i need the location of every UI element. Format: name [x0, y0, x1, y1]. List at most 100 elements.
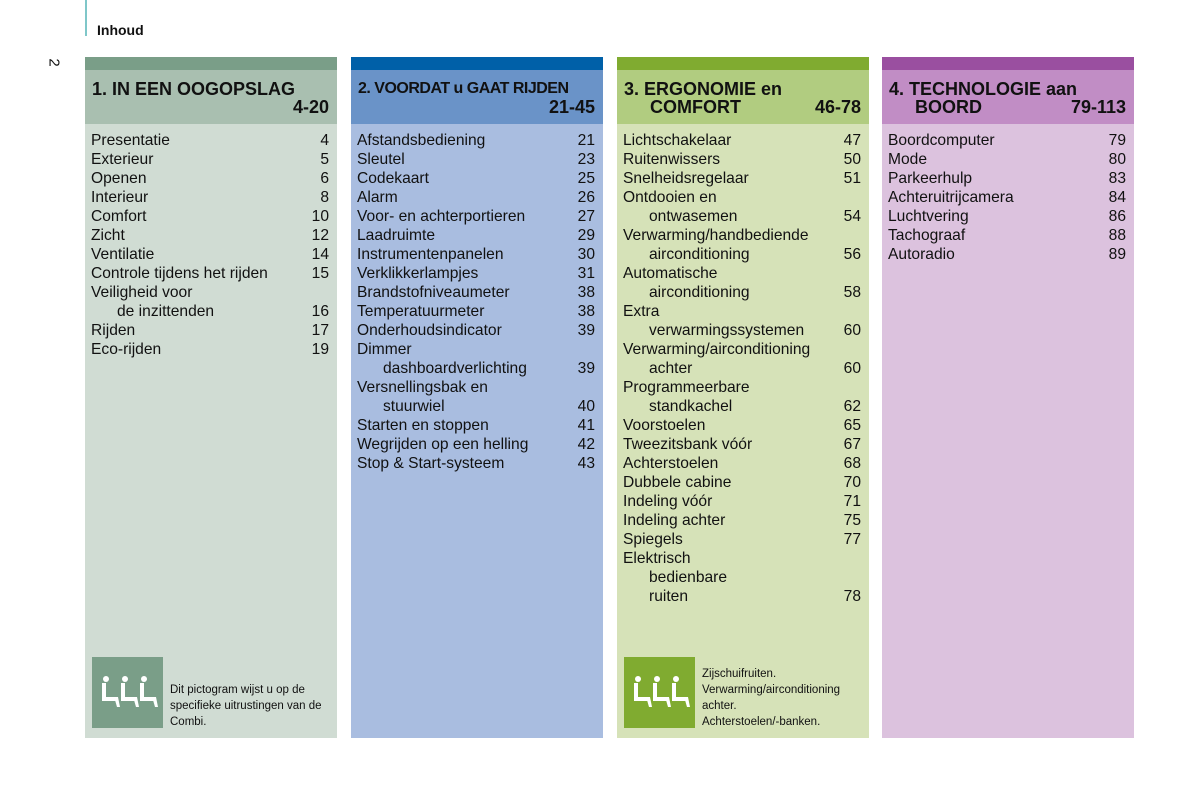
toc-entry[interactable]: Eco-rijden 19 [91, 340, 329, 359]
toc-entry[interactable]: Verwarming/airconditioning achter 60 [623, 340, 861, 378]
toc-entry[interactable]: Ventilatie 14 [91, 245, 329, 264]
toc-entry-label: Parkeerhulp [888, 170, 973, 187]
toc-entry[interactable]: Versnellingsbak en stuurwiel 40 [357, 378, 595, 416]
toc-entry[interactable]: Extra verwarmingssystemen 60 [623, 302, 861, 340]
toc-entry[interactable]: Brandstofniveaumeter 38 [357, 283, 595, 302]
toc-entry[interactable]: Controle tijdens het rijden 15 [91, 264, 329, 283]
toc-entry[interactable]: Dimmer dashboardverlichting 39 [357, 340, 595, 378]
toc-entry-page: 26 [577, 189, 595, 206]
toc-entry-page: 25 [577, 170, 595, 187]
chapter-pages: 46-78 [814, 97, 861, 117]
toc-entry[interactable]: Tweezitsbank vóór 67 [623, 435, 861, 454]
toc-list: Lichtschakelaar 47 Ruitenwissers 50 Snelheid… [617, 124, 869, 606]
toc-entry-label: Exterieur [91, 151, 154, 168]
pictogram-note: Dit pictogram wijst u op de specifieke u… [92, 657, 325, 728]
toc-entry[interactable]: Laadruimte 29 [357, 226, 595, 245]
toc-entry[interactable]: Ruitenwissers 50 [623, 150, 861, 169]
chapter-header[interactable]: 3. ERGONOMIE en COMFORT 46-78 [617, 70, 869, 124]
toc-entry-label: Instrumentenpanelen [357, 246, 504, 263]
toc-entry-label: ruiten [649, 588, 689, 605]
toc-entry[interactable]: Starten en stoppen 41 [357, 416, 595, 435]
toc-entry[interactable]: Codekaart 25 [357, 169, 595, 188]
seats-pictogram-icon [92, 657, 163, 728]
toc-entry[interactable]: Luchtvering 86 [888, 207, 1126, 226]
toc-entry[interactable]: Instrumentenpanelen 30 [357, 245, 595, 264]
toc-entry-label: Ontdooien en [623, 189, 717, 206]
toc-entry-label: Extra [623, 303, 660, 320]
toc-entry[interactable]: Tachograaf 88 [888, 226, 1126, 245]
toc-entry[interactable]: Mode 80 [888, 150, 1126, 169]
toc-entry[interactable]: Automatische airconditioning 58 [623, 264, 861, 302]
chapter-title: 4. TECHNOLOGIE aan [889, 79, 1078, 99]
toc-entry-label: Elektrisch [623, 550, 691, 567]
toc-entry[interactable]: Temperatuurmeter 38 [357, 302, 595, 321]
toc-entry[interactable]: Openen 6 [91, 169, 329, 188]
toc-entry[interactable]: Afstandsbediening 21 [357, 131, 595, 150]
chapter-pages: 79-113 [1070, 97, 1126, 117]
toc-entry-label: de inzittenden [117, 303, 215, 320]
toc-entry-label: Wegrijden op een helling [357, 436, 529, 453]
toc-entry-page: 67 [843, 436, 861, 453]
toc-entry[interactable]: Sleutel 23 [357, 150, 595, 169]
toc-entry-label: Verwarming/handbediende [623, 227, 809, 244]
toc-entry-page: 21 [577, 132, 595, 149]
toc-entry[interactable]: Lichtschakelaar 47 [623, 131, 861, 150]
toc-list: Boordcomputer 79 Mode 80 Parkeerhulp 83 Achter… [882, 124, 1134, 264]
page-title: Inhoud [97, 22, 144, 38]
toc-entry[interactable]: Exterieur 5 [91, 150, 329, 169]
toc-entry[interactable]: Alarm 26 [357, 188, 595, 207]
toc-entry-label: Comfort [91, 208, 147, 225]
toc-entry[interactable]: Achterstoelen 68 [623, 454, 861, 473]
toc-entry[interactable]: Spiegels 77 [623, 530, 861, 549]
toc-entry[interactable]: Onderhoudsindicator 39 [357, 321, 595, 340]
toc-entry[interactable]: Zicht 12 [91, 226, 329, 245]
toc-entry[interactable]: Ontdooien en ontwasemen 54 [623, 188, 861, 226]
toc-entry[interactable]: Voor- en achterportieren 27 [357, 207, 595, 226]
chapter-header[interactable]: 4. TECHNOLOGIE aan BOORD 79-113 [882, 70, 1134, 124]
toc-entry-label: Alarm [357, 189, 398, 206]
toc-entry[interactable]: Indeling achter 75 [623, 511, 861, 530]
chapter-color-bar [882, 57, 1134, 70]
toc-entry-label: Stop & Start-systeem [357, 455, 505, 472]
toc-entry[interactable]: Autoradio 89 [888, 245, 1126, 264]
toc-entry[interactable]: Presentatie 4 [91, 131, 329, 150]
toc-entry-label: Interieur [91, 189, 149, 206]
note-text-line: Verwarming/airconditioning [702, 684, 841, 696]
chapter-header[interactable]: 1. IN EEN OOGOPSLAG 4-20 [85, 70, 337, 124]
toc-entry[interactable]: Dubbele cabine 70 [623, 473, 861, 492]
toc-entry-label: achter [649, 360, 693, 377]
chapter-column-2: 2. VOORDAT u GAAT RIJDEN 21-45 Afstandsbed… [351, 57, 603, 738]
chapter-column-1: 1. IN EEN OOGOPSLAG 4-20 Presentatie 4 Exter… [85, 57, 337, 738]
toc-entry-label: Mode [888, 151, 928, 168]
toc-entry[interactable]: Boordcomputer 79 [888, 131, 1126, 150]
toc-entry-page: 41 [577, 417, 595, 434]
toc-entry[interactable]: Wegrijden op een helling 42 [357, 435, 595, 454]
toc-entry[interactable]: Indeling vóór 71 [623, 492, 861, 511]
toc-entry-page: 42 [577, 436, 595, 453]
chapter-title: 2. VOORDAT u GAAT RIJDEN [358, 80, 569, 97]
toc-entry-label: Autoradio [888, 246, 955, 263]
toc-entry-page: 78 [843, 588, 861, 605]
chapter-header[interactable]: 2. VOORDAT u GAAT RIJDEN 21-45 [351, 70, 603, 124]
toc-entry-label: Sleutel [357, 151, 405, 168]
toc-entry[interactable]: Comfort 10 [91, 207, 329, 226]
toc-entry[interactable]: Verwarming/handbediende airconditioning 56 [623, 226, 861, 264]
toc-entry-page: 50 [843, 151, 861, 168]
toc-entry-label: Indeling vóór [623, 493, 713, 510]
toc-entry[interactable]: Veiligheid voor de inzittenden 16 [91, 283, 329, 321]
toc-entry[interactable]: Achteruitrijcamera 84 [888, 188, 1126, 207]
chapter-pages: 21-45 [548, 97, 595, 117]
toc-entry[interactable]: Interieur 8 [91, 188, 329, 207]
toc-entry[interactable]: Rijden 17 [91, 321, 329, 340]
toc-entry-label: Tachograaf [888, 227, 966, 244]
toc-entry[interactable]: Parkeerhulp 83 [888, 169, 1126, 188]
toc-entry-label: Programmeerbare [623, 379, 750, 396]
toc-entry[interactable]: Stop & Start-systeem 43 [357, 454, 595, 473]
toc-entry[interactable]: Programmeerbare standkachel 62 [623, 378, 861, 416]
toc-entry-label: Indeling achter [623, 512, 726, 529]
toc-entry[interactable]: Voorstoelen 65 [623, 416, 861, 435]
toc-entry[interactable]: Verklikkerlampjes 31 [357, 264, 595, 283]
toc-entry[interactable]: Elektrisch bedienbare ruiten 78 [623, 549, 861, 606]
toc-entry-label: Brandstofniveaumeter [357, 284, 510, 301]
toc-entry[interactable]: Snelheidsregelaar 51 [623, 169, 861, 188]
